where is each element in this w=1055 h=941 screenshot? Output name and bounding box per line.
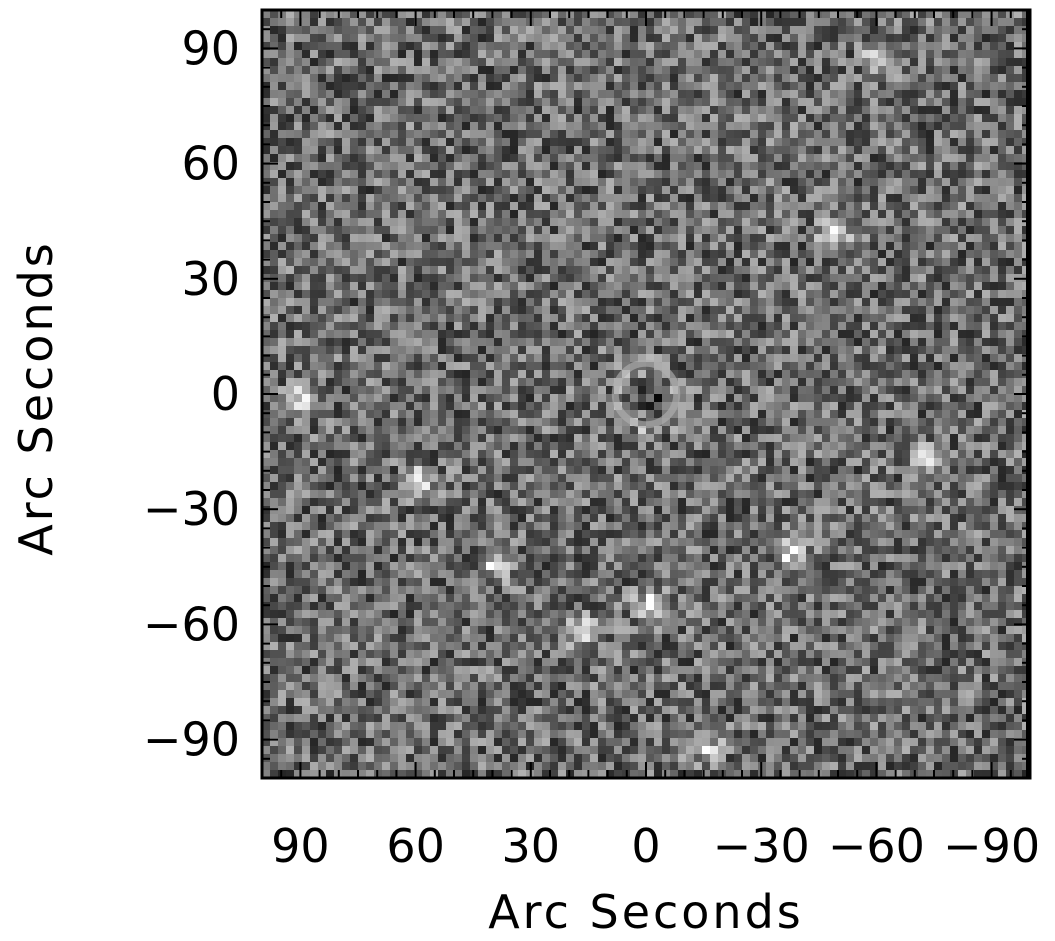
x-tick-label: −90 [943, 819, 1040, 873]
x-tick-label: −60 [828, 819, 925, 873]
y-tick-label: 60 [181, 137, 240, 191]
ring-feature [611, 359, 681, 429]
features-layer [611, 359, 681, 429]
y-tick-label: −60 [143, 597, 240, 651]
y-tick-label: 90 [181, 21, 240, 75]
x-tick-label: −30 [713, 819, 810, 873]
y-tick-label: −90 [143, 713, 240, 767]
x-tick-label: 0 [631, 819, 660, 873]
y-tick-label: 0 [211, 367, 240, 421]
heatmap-pixels [262, 10, 1030, 778]
minor-ticks [262, 10, 1030, 778]
x-tick-label: 30 [502, 819, 561, 873]
x-axis-title: Arc Seconds [488, 885, 804, 939]
x-tick-label: 60 [386, 819, 445, 873]
y-tick-label: −30 [143, 482, 240, 536]
y-axis-title: Arc Seconds [9, 240, 63, 556]
heatmap-image [262, 10, 1030, 778]
y-axis: 90 60 30 0 −30 −60 −90 [143, 21, 1030, 767]
x-tick-label: 90 [271, 819, 330, 873]
y-tick-label: 30 [181, 252, 240, 306]
x-axis: 90 60 30 0 −30 −60 −90 [271, 10, 1040, 873]
